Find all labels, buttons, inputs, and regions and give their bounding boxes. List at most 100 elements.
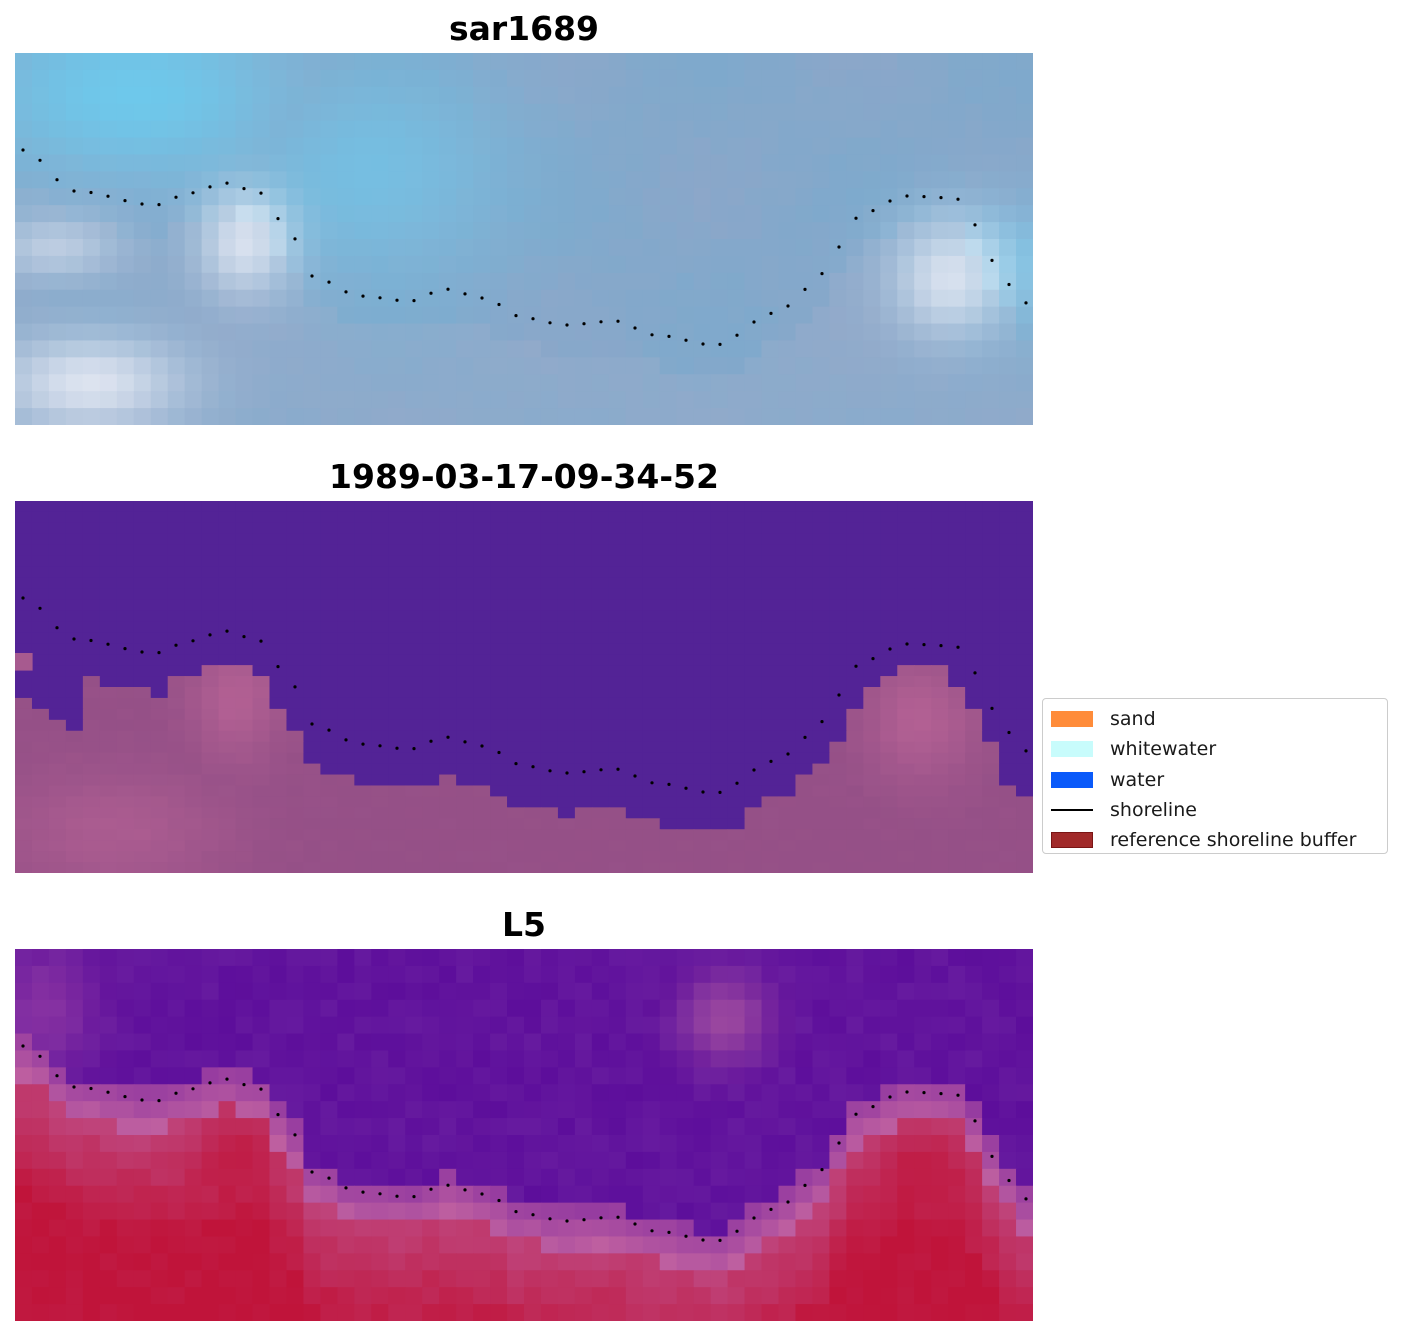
raster-cell: [982, 949, 1000, 967]
raster-cell: [744, 708, 763, 721]
raster-cell: [405, 1304, 423, 1321]
raster-cell: [133, 222, 152, 240]
raster-cell: [948, 154, 966, 172]
raster-cell: [507, 840, 525, 852]
raster-cell: [591, 1168, 610, 1187]
raster-cell: [422, 599, 440, 612]
raster-cell: [490, 272, 508, 291]
raster-cell: [371, 965, 389, 984]
raster-cell: [931, 599, 949, 612]
raster-cell: [337, 599, 355, 612]
raster-cell: [625, 103, 644, 122]
raster-cell: [65, 774, 84, 787]
raster-cell: [269, 965, 288, 984]
raster-cell: [303, 1101, 321, 1119]
raster-cell: [269, 949, 288, 967]
raster-cell: [405, 785, 423, 798]
raster-cell: [1016, 697, 1033, 710]
raster-cell: [1016, 120, 1033, 139]
raster-cell: [642, 222, 661, 240]
raster-cell: [982, 391, 1000, 409]
raster-cell: [795, 306, 814, 325]
raster-cell: [880, 1168, 898, 1187]
raster-cell: [710, 1135, 729, 1153]
raster-cell: [218, 566, 237, 579]
raster-cell: [388, 1304, 406, 1321]
raster-cell: [965, 1168, 983, 1187]
raster-cell: [507, 796, 525, 808]
raster-cell: [846, 1033, 864, 1052]
raster-cell: [557, 255, 576, 274]
raster-cell: [31, 566, 50, 579]
raster-cell: [574, 697, 593, 710]
raster-cell: [320, 796, 338, 808]
raster-cell: [65, 599, 84, 612]
raster-cell: [914, 255, 932, 274]
raster-cell: [676, 154, 695, 172]
raster-cell: [354, 1050, 372, 1068]
raster-cell: [625, 599, 644, 612]
raster-cell: [574, 1151, 593, 1170]
raster-cell: [829, 289, 847, 308]
raster-cell: [201, 323, 220, 342]
raster-cell: [880, 533, 898, 546]
raster-cell: [116, 632, 135, 644]
raster-cell: [286, 103, 305, 122]
raster-cell: [710, 796, 729, 808]
raster-cell: [456, 840, 474, 852]
raster-cell: [354, 982, 372, 1001]
raster-cell: [456, 69, 474, 88]
raster-cell: [31, 676, 50, 688]
raster-cell: [693, 86, 712, 105]
raster-cell: [150, 1236, 169, 1254]
raster-cell: [999, 374, 1017, 392]
raster-cell: [744, 222, 763, 240]
raster-cell: [456, 1050, 474, 1068]
raster-cell: [778, 829, 797, 841]
raster-cell: [167, 829, 186, 841]
raster-cell: [693, 1304, 712, 1321]
raster-cell: [507, 501, 525, 513]
raster-cell: [201, 862, 220, 873]
raster-cell: [914, 205, 932, 223]
raster-cell: [218, 272, 237, 291]
raster-cell: [778, 676, 797, 688]
raster-cell: [371, 103, 389, 122]
raster-cell: [15, 829, 33, 841]
raster-cell: [252, 829, 271, 841]
shoreline-point: [871, 209, 875, 213]
shoreline-point: [514, 314, 518, 318]
raster-cell: [337, 205, 355, 223]
raster-cell: [642, 719, 661, 732]
raster-cell: [1016, 391, 1033, 409]
raster-cell: [320, 544, 338, 557]
raster-cell: [82, 796, 101, 808]
shoreline-point: [803, 287, 807, 291]
raster-cell: [31, 188, 50, 206]
raster-cell: [337, 1067, 355, 1085]
raster-cell: [303, 53, 321, 71]
raster-cell: [133, 1118, 152, 1136]
raster-cell: [965, 1135, 983, 1153]
raster-cell: [693, 306, 712, 325]
raster-cell: [880, 289, 898, 308]
raster-cell: [252, 632, 271, 644]
raster-cell: [150, 1101, 169, 1119]
raster-cell: [999, 1101, 1017, 1119]
raster-cell: [31, 1270, 50, 1288]
raster-cell: [897, 1067, 915, 1085]
raster-cell: [524, 1101, 542, 1119]
raster-cell: [897, 676, 915, 688]
raster-cell: [846, 818, 864, 830]
raster-cell: [676, 1270, 695, 1288]
raster-cell: [625, 323, 644, 342]
raster-cell: [439, 1050, 457, 1068]
raster-cell: [371, 719, 389, 732]
raster-cell: [625, 408, 644, 425]
raster-cell: [99, 1033, 118, 1052]
raster-cell: [761, 752, 780, 765]
raster-cell: [744, 949, 763, 967]
raster-cell: [829, 982, 847, 1001]
raster-cell: [931, 1202, 949, 1221]
raster-cell: [676, 306, 695, 325]
